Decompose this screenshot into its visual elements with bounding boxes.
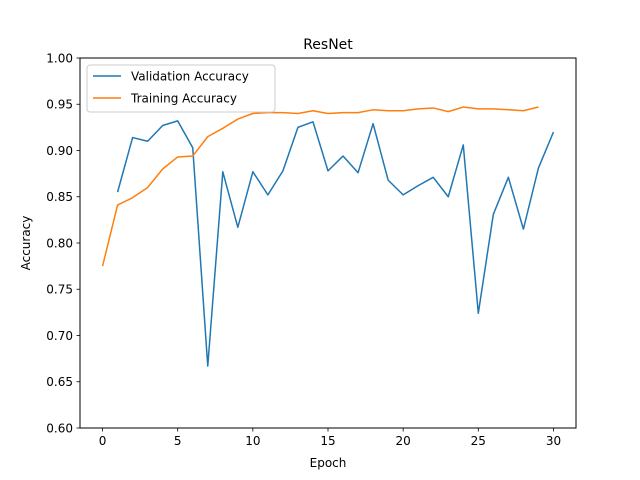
data-point-1-5: [176, 155, 180, 159]
x-tick-label: 25: [471, 434, 486, 448]
axis-ticks: 0 5 10 15 20 25 30 0.60 0.65 0.70 0.75 0.80 0.85 0.90…: [46, 51, 561, 448]
data-point-0-1: [131, 136, 135, 140]
data-point-0-17: [371, 122, 375, 126]
data-point-0-24: [476, 311, 480, 315]
data-point-1-4: [161, 167, 165, 171]
y-tick-label: 0.95: [46, 98, 73, 112]
data-point-1-14: [311, 109, 315, 113]
data-point-1-21: [416, 107, 420, 111]
data-point-0-26: [506, 175, 510, 179]
data-point-1-19: [386, 109, 390, 113]
data-point-0-23: [461, 143, 465, 147]
data-point-0-22: [446, 195, 450, 199]
legend-box: [86, 64, 276, 113]
data-point-0-8: [236, 225, 240, 229]
data-point-1-8: [221, 126, 225, 130]
x-tick-label: 20: [396, 434, 411, 448]
data-point-0-0: [116, 190, 120, 194]
data-point-1-2: [131, 196, 135, 200]
x-tick-label: 30: [546, 434, 561, 448]
series-line-0: [116, 120, 555, 367]
data-point-1-28: [521, 109, 525, 113]
data-point-0-20: [416, 184, 420, 188]
x-tick-label: 10: [245, 434, 260, 448]
data-point-0-4: [176, 119, 180, 123]
y-axis-label: Accuracy: [19, 216, 33, 271]
data-point-1-25: [476, 107, 480, 111]
data-point-0-21: [431, 175, 435, 179]
data-point-1-29: [536, 105, 540, 109]
y-tick-label: 0.80: [46, 236, 73, 250]
data-point-1-3: [146, 186, 150, 190]
data-point-1-18: [371, 108, 375, 112]
plot-frame: [79, 57, 577, 429]
x-tick-label: 15: [320, 434, 335, 448]
data-point-0-7: [221, 170, 225, 174]
data-point-1-12: [281, 111, 285, 115]
data-point-0-14: [326, 169, 330, 173]
data-point-1-17: [356, 111, 360, 115]
data-point-0-27: [521, 227, 525, 231]
data-point-0-10: [266, 193, 270, 197]
data-point-1-20: [401, 109, 405, 113]
data-point-0-29: [551, 130, 555, 134]
y-tick-label: 1.00: [46, 51, 73, 65]
data-point-0-25: [491, 212, 495, 216]
data-point-0-15: [341, 154, 345, 158]
data-point-1-1: [116, 203, 120, 207]
y-tick-label: 0.60: [46, 421, 73, 435]
plot-lines: [101, 105, 555, 368]
legend-label-0: Validation Accuracy: [131, 69, 249, 83]
y-tick-label: 0.65: [46, 375, 73, 389]
chart-title: ResNet: [303, 37, 353, 53]
data-point-1-24: [461, 105, 465, 109]
x-axis-label: Epoch: [310, 456, 347, 470]
data-point-1-7: [206, 135, 210, 139]
data-point-0-13: [311, 120, 315, 124]
data-point-0-2: [146, 139, 150, 143]
data-point-1-9: [236, 117, 240, 121]
series-line-1: [101, 106, 539, 267]
data-point-0-12: [296, 125, 300, 129]
data-point-0-9: [251, 170, 255, 174]
y-tick-label: 0.85: [46, 190, 73, 204]
data-point-0-6: [206, 364, 210, 368]
y-tick-label: 0.70: [46, 329, 73, 343]
data-point-0-18: [386, 178, 390, 182]
data-point-0-19: [401, 193, 405, 197]
y-tick-label: 0.75: [46, 283, 73, 297]
data-point-1-13: [296, 112, 300, 116]
data-point-1-15: [326, 112, 330, 116]
legend-label-1: Training Accuracy: [130, 91, 237, 105]
x-tick-label: 0: [99, 434, 107, 448]
data-point-0-28: [536, 166, 540, 170]
data-point-1-23: [446, 110, 450, 114]
data-point-1-22: [431, 106, 435, 110]
data-point-0-5: [191, 146, 195, 150]
data-point-1-6: [191, 154, 195, 158]
data-point-1-16: [341, 111, 345, 115]
legend: Validation Accuracy Training Accuracy: [86, 64, 276, 113]
y-tick-label: 0.90: [46, 144, 73, 158]
x-tick-label: 5: [174, 434, 182, 448]
data-point-0-16: [356, 171, 360, 175]
data-point-1-0: [101, 264, 105, 268]
data-point-0-3: [161, 124, 165, 128]
data-point-1-26: [491, 107, 495, 111]
data-point-0-11: [281, 169, 285, 173]
data-point-1-27: [506, 108, 510, 112]
